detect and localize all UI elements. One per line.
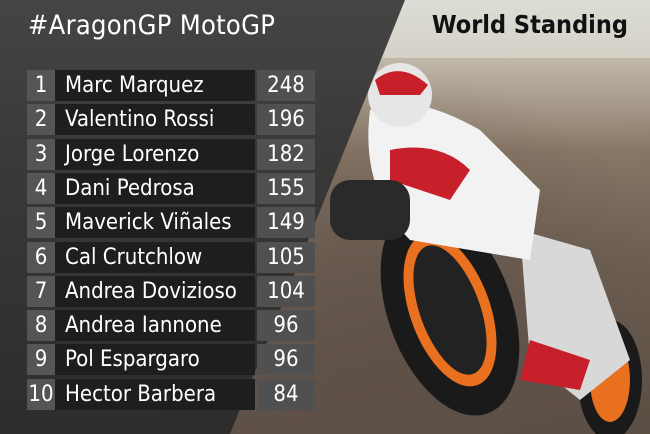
rider-name: Maverick Viñales bbox=[55, 207, 255, 239]
rank-cell: 3 bbox=[27, 138, 55, 170]
rider-name: Andrea Dovizioso bbox=[55, 275, 255, 307]
standings-row: 9 Pol Espargaro 96 bbox=[27, 344, 315, 376]
rank-cell: 7 bbox=[27, 275, 55, 307]
points-cell: 96 bbox=[257, 310, 315, 342]
rider-name: Valentino Rossi bbox=[55, 104, 255, 136]
points-cell: 182 bbox=[257, 138, 315, 170]
rank-cell: 4 bbox=[27, 172, 55, 204]
rider-name: Marc Marquez bbox=[55, 70, 255, 101]
points-cell: 248 bbox=[257, 70, 315, 101]
points-cell: 155 bbox=[257, 172, 315, 204]
motorcycle-photo bbox=[330, 63, 642, 434]
standings-row: 6 Cal Crutchlow 105 bbox=[27, 241, 315, 273]
rank-cell: 9 bbox=[27, 344, 55, 376]
rank-cell: 10 bbox=[27, 378, 55, 410]
header-bar bbox=[382, 0, 650, 58]
points-cell: 96 bbox=[257, 344, 315, 376]
rider-name: Dani Pedrosa bbox=[55, 172, 255, 204]
standings-row: 10 Hector Barbera 84 bbox=[27, 378, 315, 410]
rider-name: Hector Barbera bbox=[55, 378, 255, 410]
standings-row: 2 Valentino Rossi 196 bbox=[27, 104, 315, 136]
points-cell: 105 bbox=[257, 241, 315, 273]
rider-name: Jorge Lorenzo bbox=[55, 138, 255, 170]
points-cell: 104 bbox=[257, 275, 315, 307]
rank-cell: 6 bbox=[27, 241, 55, 273]
points-cell: 84 bbox=[257, 378, 315, 410]
rank-cell: 5 bbox=[27, 207, 55, 239]
rank-cell: 2 bbox=[27, 104, 55, 136]
rank-cell: 8 bbox=[27, 310, 55, 342]
standings-row: 8 Andrea Iannone 96 bbox=[27, 310, 315, 342]
standings-heading: World Standing bbox=[431, 10, 628, 39]
standings-row: 5 Maverick Viñales 149 bbox=[27, 207, 315, 239]
standings-row: 4 Dani Pedrosa 155 bbox=[27, 172, 315, 204]
standings-row: 3 Jorge Lorenzo 182 bbox=[27, 138, 315, 170]
standings-row: 7 Andrea Dovizioso 104 bbox=[27, 275, 315, 307]
rider-name: Pol Espargaro bbox=[55, 344, 255, 376]
rider-name: Andrea Iannone bbox=[55, 310, 255, 342]
page-title: #AragonGP MotoGP bbox=[28, 10, 276, 41]
points-cell: 149 bbox=[257, 207, 315, 239]
points-cell: 196 bbox=[257, 104, 315, 136]
rank-cell: 1 bbox=[27, 70, 55, 101]
rider-name: Cal Crutchlow bbox=[55, 241, 255, 273]
standings-row: 1 Marc Marquez 248 bbox=[27, 70, 315, 101]
